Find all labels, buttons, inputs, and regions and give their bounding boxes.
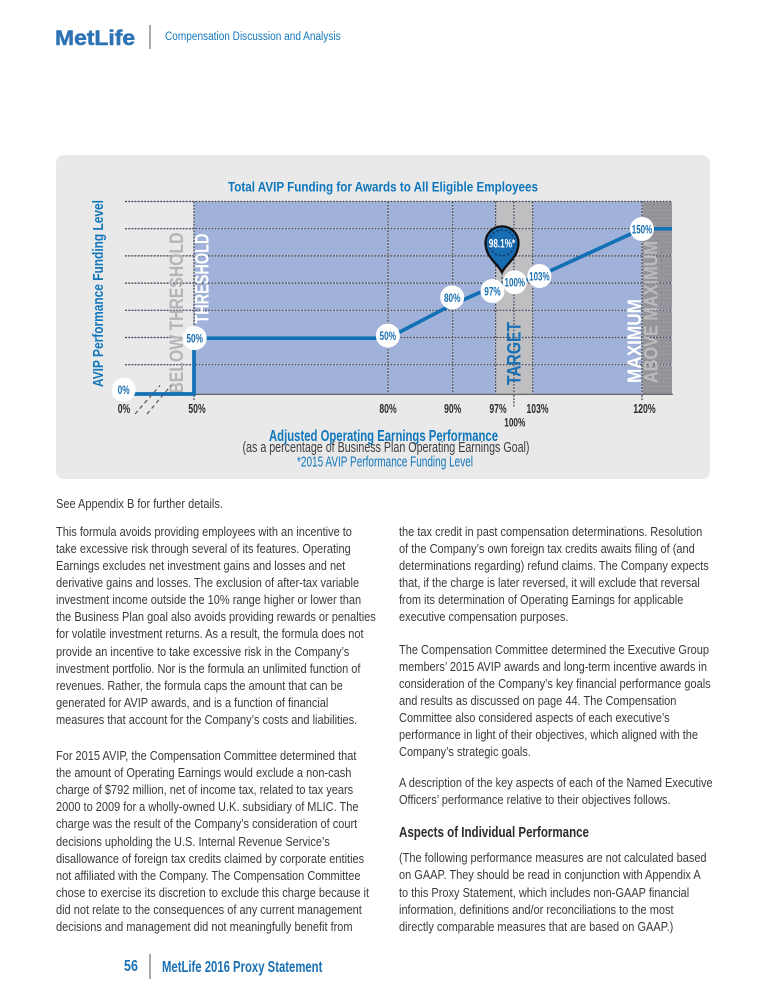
svg-text:90%: 90%: [444, 402, 461, 416]
svg-text:0%: 0%: [118, 402, 131, 416]
svg-text:100%: 100%: [504, 416, 525, 430]
svg-text:(as a percentage of Business P: (as a percentage of Business Plan Operat…: [243, 439, 530, 456]
svg-text:97%: 97%: [484, 284, 501, 298]
svg-text:150%: 150%: [632, 222, 653, 236]
svg-text:0%: 0%: [118, 383, 130, 397]
svg-text:MAXIMUM: MAXIMUM: [625, 299, 646, 383]
svg-text:50%: 50%: [188, 402, 205, 416]
svg-text:80%: 80%: [444, 291, 461, 305]
svg-text:BELOW THRESHOLD: BELOW THRESHOLD: [167, 233, 188, 394]
svg-text:THRESHOLD: THRESHOLD: [193, 234, 214, 324]
svg-text:120%: 120%: [633, 402, 656, 416]
svg-text:Adjusted Operating Earnings Pe: Adjusted Operating Earnings Performance: [269, 428, 498, 445]
svg-text:80%: 80%: [379, 402, 396, 416]
svg-text:50%: 50%: [380, 329, 397, 343]
svg-text:*2015 AVIP Performance Funding: *2015 AVIP Performance Funding Level: [297, 455, 473, 471]
svg-text:Total AVIP Funding for Awards: Total AVIP Funding for Awards to All Eli…: [228, 180, 538, 195]
svg-text:103%: 103%: [529, 269, 550, 283]
svg-text:TARGET: TARGET: [505, 322, 526, 385]
svg-text:ABOVE MAXIMUM: ABOVE MAXIMUM: [642, 241, 663, 383]
svg-text:50%: 50%: [186, 332, 203, 346]
svg-text:103%: 103%: [527, 402, 549, 416]
svg-text:100%: 100%: [505, 276, 526, 290]
svg-text:98.1%*: 98.1%*: [489, 236, 516, 250]
svg-text:AVIP Performance Funding Level: AVIP Performance Funding Level: [90, 200, 107, 387]
svg-text:97%: 97%: [489, 402, 506, 416]
